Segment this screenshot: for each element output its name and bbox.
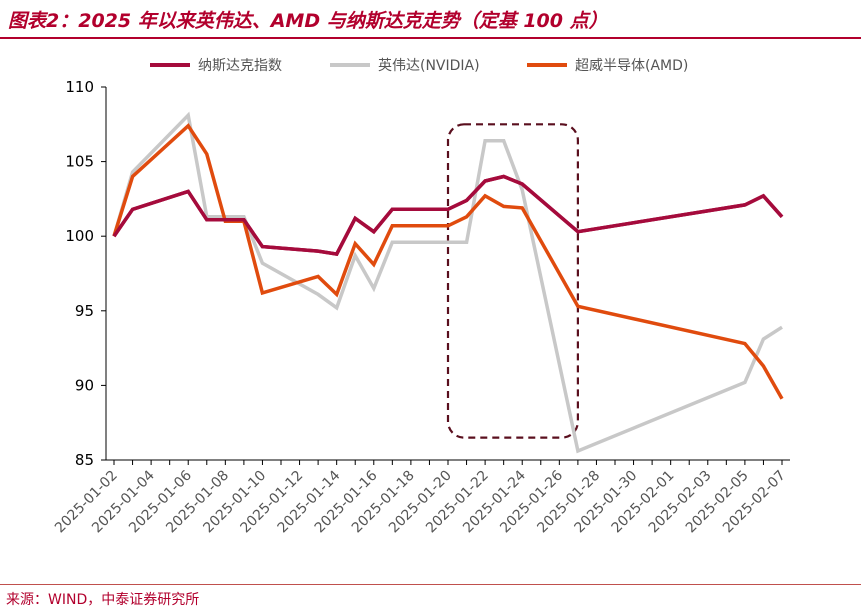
- series-lines: [112, 111, 784, 454]
- legend: 纳斯达克指数 英伟达(NVIDIA) 超威半导体(AMD): [150, 57, 688, 74]
- y-tick-label: 100: [65, 227, 94, 245]
- y-tick-label: 110: [65, 78, 94, 96]
- title-bar: 图表2：2025 年以来英伟达、AMD 与纳斯达克走势（定基 100 点）: [0, 0, 861, 40]
- highlight-annotation: [446, 123, 579, 439]
- source-rule: [0, 584, 861, 585]
- y-tick-label: 95: [75, 302, 94, 320]
- y-tick-label: 90: [75, 376, 94, 394]
- series-line-1: [112, 111, 783, 454]
- y-tick-label: 85: [75, 451, 94, 469]
- legend-label: 纳斯达克指数: [198, 58, 282, 74]
- legend-label: 英伟达(NVIDIA): [378, 57, 480, 74]
- highlight-box: [446, 123, 579, 439]
- line-chart: 纳斯达克指数 英伟达(NVIDIA) 超威半导体(AMD) 85 90 95 100 105…: [52, 57, 790, 536]
- y-tick-label: 105: [65, 153, 94, 171]
- series-line-nasdaq-top: [112, 174, 784, 257]
- chart-title: 图表2：2025 年以来英伟达、AMD 与纳斯达克走势（定基 100 点）: [8, 10, 608, 32]
- source-note: 来源：WIND，中泰证券研究所: [6, 592, 200, 608]
- series-line-2: [112, 123, 784, 400]
- legend-label: 超威半导体(AMD): [575, 58, 688, 74]
- title-rule: [0, 37, 861, 39]
